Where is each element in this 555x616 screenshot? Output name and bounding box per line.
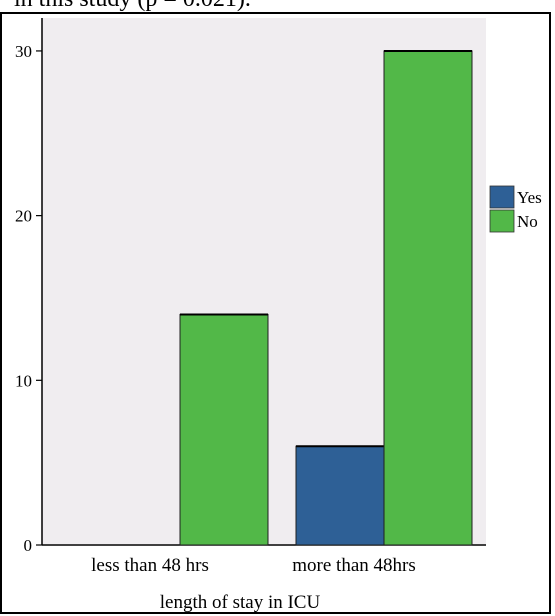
legend-label-no: No	[517, 212, 538, 231]
chart-frame	[0, 12, 551, 614]
y-tick-label: 10	[15, 371, 32, 390]
legend: Yes No	[489, 185, 542, 233]
x-axis-label: length of stay in ICU	[160, 592, 321, 613]
bars-group	[179, 49, 473, 546]
legend-label-yes: Yes	[517, 188, 542, 207]
bar-no-0	[179, 313, 269, 546]
y-tick-label: 0	[24, 536, 33, 555]
bar-yes-1	[295, 445, 385, 546]
x-axis-tick-labels: less than 48 hrs more than 48hrs	[91, 555, 416, 576]
y-tick-label: 30	[15, 42, 32, 61]
y-axis-ticks: 0 10 20 30	[15, 42, 42, 555]
legend-swatch-yes	[489, 185, 515, 209]
x-tick-label: less than 48 hrs	[91, 555, 209, 576]
bar-no-1	[383, 50, 473, 546]
caption-fragment: in this study (p = 0.021).	[14, 0, 251, 13]
y-tick-label: 20	[15, 207, 32, 226]
legend-swatch-no	[489, 209, 515, 233]
x-tick-label: more than 48hrs	[292, 555, 415, 576]
